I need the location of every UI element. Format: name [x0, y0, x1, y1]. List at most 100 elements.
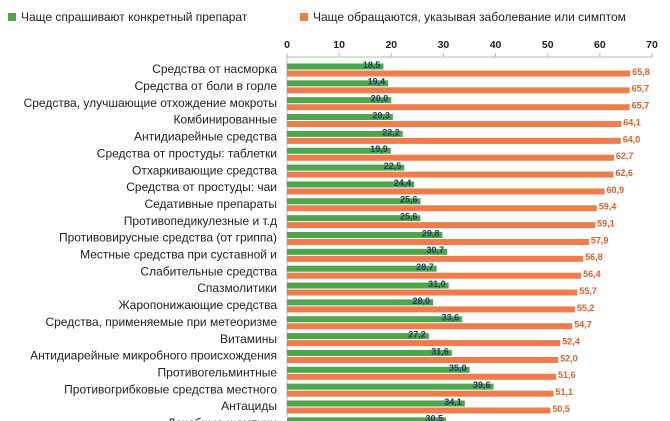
bar: [287, 306, 575, 313]
category-label: Противовирусные средства (от гриппа): [59, 231, 277, 245]
value-label: 30,7: [427, 245, 445, 255]
x-tick-label: 40: [490, 39, 502, 51]
x-tick-label: 0: [284, 39, 290, 51]
value-label: 33,6: [442, 313, 460, 323]
value-label: 55,2: [577, 303, 595, 313]
value-label: 52,4: [562, 336, 580, 346]
value-label: 29,8: [422, 228, 440, 238]
bar: [287, 97, 392, 104]
category-label: Антидиарейные средства: [134, 130, 277, 144]
value-label: 28,0: [412, 296, 430, 306]
bar: [287, 400, 465, 407]
value-label: 25,6: [400, 212, 418, 222]
value-label: 65,7: [632, 84, 650, 94]
bar: [287, 80, 389, 87]
legend-label: Чаще обращаются, указывая заболевание ил…: [313, 10, 626, 24]
category-label: Противогрибковые средства местного: [64, 382, 277, 396]
bar: [287, 70, 631, 77]
bar: [287, 232, 443, 238]
category-label: Лечебные шампуни: [168, 416, 277, 421]
bar: [287, 282, 449, 289]
category-label: Слабительные средства: [140, 264, 277, 278]
bar: [287, 121, 622, 128]
category-label: Жаропонижающие средства: [118, 298, 277, 312]
value-label: 19,4: [368, 77, 386, 87]
value-label: 56,8: [585, 252, 603, 262]
value-label: 50,5: [552, 404, 570, 414]
value-label: 22,5: [384, 161, 402, 171]
bar: [287, 299, 433, 306]
value-label: 64,0: [623, 134, 641, 144]
bar: [287, 340, 561, 347]
bar: [287, 417, 447, 421]
bar: [287, 349, 452, 356]
value-label: 30,5: [426, 414, 444, 421]
category-label: Витамины: [220, 332, 277, 346]
bar: [287, 171, 614, 178]
category-label: Противогельминтные: [158, 365, 278, 379]
category-label: Спазмолитики: [197, 281, 277, 295]
category-label: Средства, улучшающие отхождение мокроты: [24, 96, 277, 110]
value-label: 31,6: [431, 346, 449, 356]
value-label: 51,1: [555, 387, 573, 397]
value-label: 64,1: [623, 117, 641, 127]
bar: [287, 205, 597, 212]
value-label: 22,2: [382, 127, 400, 137]
bar: [287, 289, 578, 296]
bar: [287, 154, 614, 161]
category-label: Антидиарейные микробного происхождения: [30, 349, 277, 363]
category-label: Отхаркивающие средства: [132, 163, 277, 177]
bar: [287, 255, 584, 262]
category-label: Средства от простуды: таблетки: [97, 146, 277, 160]
value-label: 57,9: [591, 235, 609, 245]
value-label: 62,6: [615, 168, 633, 178]
bar: [287, 147, 391, 154]
bar: [287, 323, 573, 330]
value-label: 27,2: [408, 329, 426, 339]
bar: [287, 248, 448, 255]
bar: [287, 87, 630, 94]
bar: [287, 198, 421, 205]
value-label: 59,1: [597, 219, 615, 229]
bar: [287, 104, 630, 111]
value-label: 18,5: [363, 60, 381, 70]
bar: [287, 383, 494, 390]
x-tick-label: 70: [646, 39, 658, 51]
bar: [287, 215, 421, 222]
category-label: Средства от насморка: [152, 62, 277, 76]
value-label: 31,0: [428, 279, 446, 289]
value-label: 60,9: [607, 185, 625, 195]
legend-swatch: [8, 13, 16, 21]
value-label: 65,8: [632, 67, 650, 77]
bar: [287, 164, 405, 171]
bar: [287, 390, 554, 397]
category-label: Противопедикулезные и т.д: [124, 214, 277, 228]
bar: [287, 63, 384, 70]
bar: [287, 265, 437, 272]
bar: [287, 222, 596, 229]
value-label: 24,4: [394, 178, 412, 188]
value-label: 55,7: [579, 286, 597, 296]
category-label: Средства от боли в горле: [135, 79, 278, 93]
category-label: Средства от простуды: чаи: [126, 180, 277, 194]
value-label: 52,0: [560, 353, 578, 363]
legend-swatch: [300, 13, 308, 21]
x-tick-label: 10: [333, 39, 345, 51]
value-label: 25,6: [400, 195, 418, 205]
x-tick-label: 60: [594, 39, 606, 51]
value-label: 34,1: [444, 397, 462, 407]
category-label: Местные средства при суставной и: [80, 248, 277, 262]
category-label: Седативные препараты: [144, 197, 277, 211]
value-label: 56,4: [583, 269, 601, 279]
category-label: Антациды: [221, 399, 277, 413]
bar: [287, 272, 582, 279]
value-label: 54,7: [574, 320, 592, 330]
value-label: 20,3: [372, 110, 390, 120]
value-label: 19,9: [370, 144, 388, 154]
bar: [287, 333, 429, 340]
value-label: 39,6: [473, 380, 491, 390]
value-label: 51,6: [558, 370, 576, 380]
bar: [287, 316, 463, 323]
bar: [287, 181, 415, 188]
